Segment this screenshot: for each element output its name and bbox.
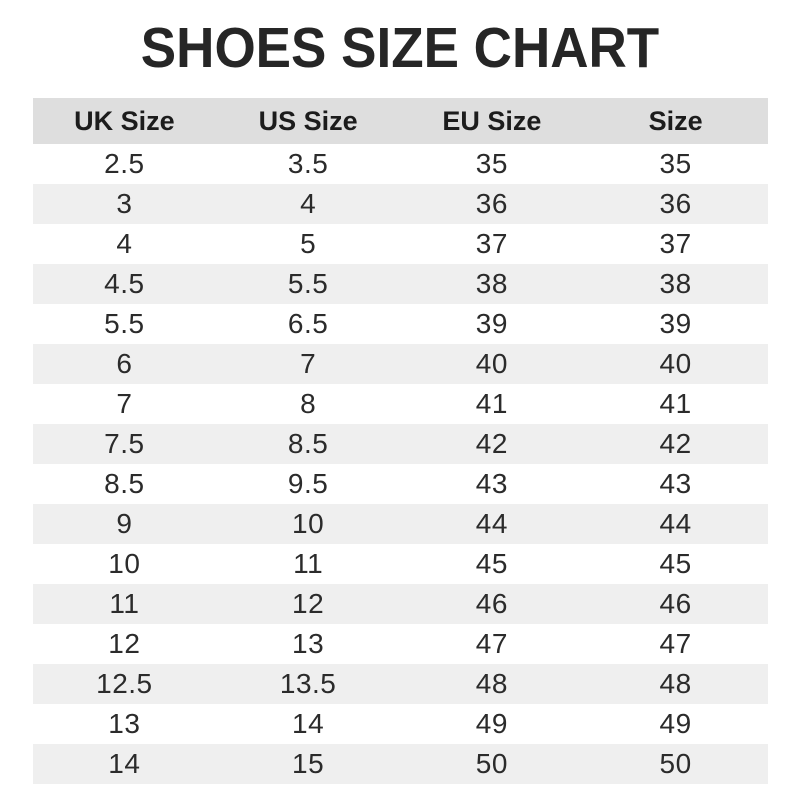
table-cell: 8 <box>300 388 317 420</box>
column-header: Size <box>583 98 768 145</box>
table-body: 2.5 3.5 35 35 3 4 36 36 4 5 37 37 4.5 5.5 38 38 5.5 6.5 39… <box>32 144 768 785</box>
column-header: UK Size <box>32 98 217 145</box>
table-cell: 9.5 <box>287 468 329 500</box>
table-cell: 10 <box>292 508 325 540</box>
table-cell: 39 <box>659 308 692 340</box>
table-cell: 35 <box>475 148 508 180</box>
table-cell: 39 <box>475 308 508 340</box>
table-cell: 50 <box>659 748 692 780</box>
table-row: 11 12 46 46 <box>32 584 768 625</box>
table-cell: 8.5 <box>104 468 145 500</box>
table-row: 8.5 9.5 43 43 <box>32 464 768 505</box>
table-cell: 41 <box>659 388 692 420</box>
table-cell: 43 <box>659 468 692 500</box>
table-row: 4.5 5.5 38 38 <box>32 264 768 305</box>
table-cell: 50 <box>475 748 508 780</box>
table-cell: 14 <box>108 748 141 780</box>
table-row: 3 4 36 36 <box>32 184 768 225</box>
table-cell: 14 <box>292 708 325 740</box>
table-cell: 49 <box>659 708 692 740</box>
table-cell: 46 <box>659 588 692 620</box>
table-cell: 35 <box>659 148 692 180</box>
table-cell: 48 <box>659 668 692 700</box>
table-cell: 4.5 <box>104 268 145 300</box>
table-row: 7 8 41 41 <box>32 384 768 425</box>
table-cell: 47 <box>659 628 692 660</box>
table-row: 2.5 3.5 35 35 <box>32 144 768 185</box>
table-cell: 15 <box>292 748 325 780</box>
table-cell: 12 <box>108 628 141 660</box>
table-cell: 5 <box>300 228 317 260</box>
table-cell: 43 <box>475 468 508 500</box>
table-row: 14 15 50 50 <box>32 744 768 785</box>
table-cell: 3 <box>116 188 133 220</box>
table-row: 13 14 49 49 <box>32 704 768 745</box>
table-cell: 48 <box>475 668 508 700</box>
table-cell: 44 <box>659 508 692 540</box>
table-cell: 12.5 <box>96 668 153 700</box>
table-cell: 40 <box>659 348 692 380</box>
column-header: US Size <box>216 98 400 145</box>
table-cell: 13 <box>292 628 325 660</box>
column-header: EU Size <box>400 98 584 145</box>
table-cell: 41 <box>475 388 508 420</box>
size-chart-page: SHOES SIZE CHART UK Size US Size EU Size Si… <box>0 14 800 800</box>
table-row: 12 13 47 47 <box>32 624 768 665</box>
table-row: 9 10 44 44 <box>32 504 768 545</box>
table-cell: 7 <box>300 348 317 380</box>
table-cell: 11 <box>109 588 140 620</box>
table-cell: 42 <box>659 428 692 460</box>
table-cell: 7 <box>116 388 133 420</box>
table-cell: 40 <box>475 348 508 380</box>
table-cell: 12 <box>292 588 325 620</box>
table-cell: 10 <box>108 548 141 580</box>
table-cell: 36 <box>475 188 508 220</box>
table-cell: 45 <box>475 548 508 580</box>
table-cell: 38 <box>475 268 508 300</box>
table-cell: 6.5 <box>287 308 329 340</box>
table-cell: 37 <box>659 228 692 260</box>
table-cell: 47 <box>475 628 508 660</box>
table-cell: 38 <box>659 268 692 300</box>
table-cell: 3.5 <box>287 148 329 180</box>
page-title: SHOES SIZE CHART <box>140 16 660 80</box>
table-cell: 5.5 <box>104 308 145 340</box>
table-row: 12.5 13.5 48 48 <box>32 664 768 705</box>
table-row: 4 5 37 37 <box>32 224 768 265</box>
table-cell: 45 <box>659 548 692 580</box>
table-cell: 36 <box>659 188 692 220</box>
size-table: UK Size US Size EU Size Size 2.5 3.5 35 35 3 4 36… <box>32 98 768 785</box>
table-cell: 4 <box>116 228 133 260</box>
table-cell: 37 <box>475 228 508 260</box>
table-cell: 46 <box>475 588 508 620</box>
table-row: 10 11 45 45 <box>32 544 768 585</box>
table-cell: 11 <box>293 548 324 580</box>
table-cell: 6 <box>116 348 133 380</box>
table-row: 7.5 8.5 42 42 <box>32 424 768 465</box>
table-cell: 4 <box>300 188 317 220</box>
header-row: UK Size US Size EU Size Size <box>32 98 768 145</box>
table-cell: 42 <box>475 428 508 460</box>
table-cell: 49 <box>475 708 508 740</box>
table-row: 5.5 6.5 39 39 <box>32 304 768 345</box>
table-cell: 9 <box>116 508 133 540</box>
table-row: 6 7 40 40 <box>32 344 768 385</box>
table-cell: 7.5 <box>104 428 145 460</box>
table-cell: 2.5 <box>104 148 145 180</box>
table-cell: 8.5 <box>287 428 329 460</box>
table-cell: 5.5 <box>287 268 329 300</box>
table-cell: 13.5 <box>279 668 337 700</box>
table-head: UK Size US Size EU Size Size <box>32 98 768 145</box>
table-cell: 13 <box>108 708 141 740</box>
table-cell: 44 <box>475 508 508 540</box>
